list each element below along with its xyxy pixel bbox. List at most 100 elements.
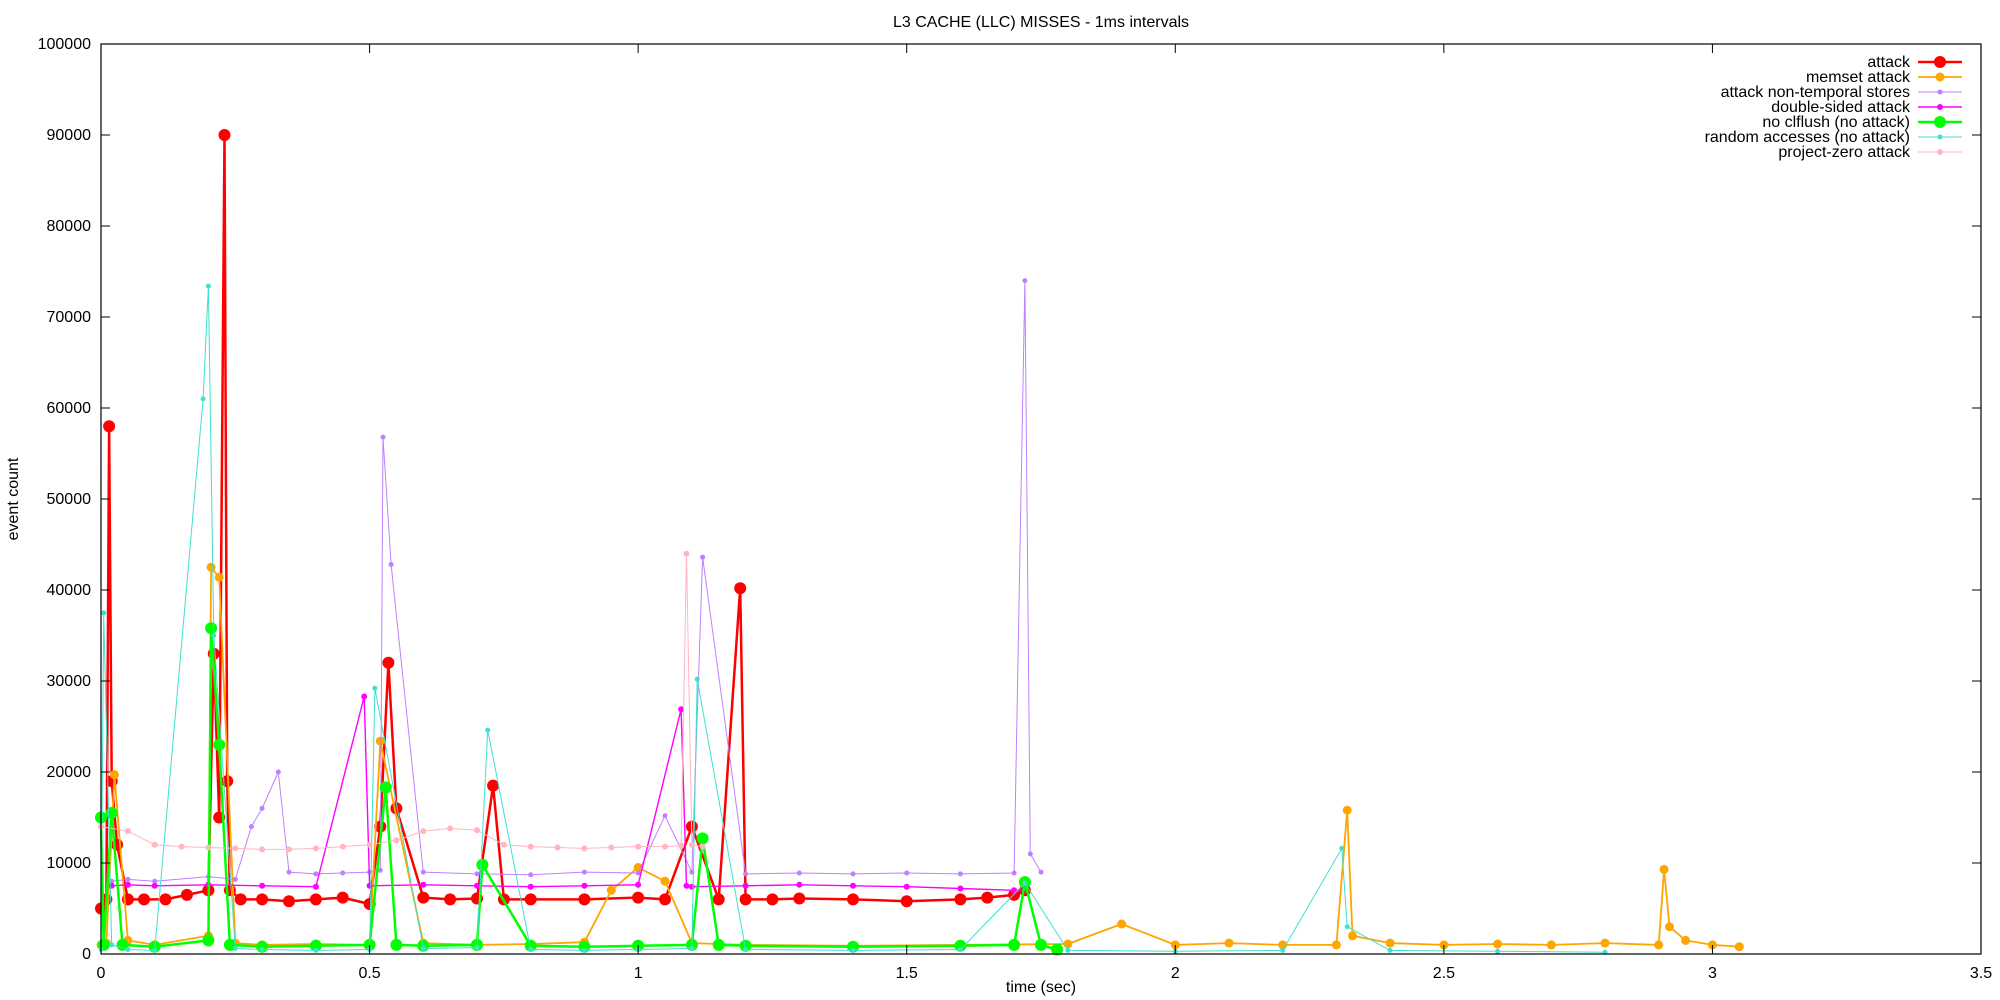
y-tick-label: 10000 <box>47 855 92 872</box>
data-point <box>1224 938 1234 948</box>
data-point <box>1600 938 1610 948</box>
data-point <box>796 881 803 888</box>
x-axis: 0 0.5 1 1.5 2 2.5 3 3.5 <box>97 44 1992 982</box>
data-point <box>696 832 709 845</box>
data-point <box>524 939 537 952</box>
data-point <box>202 934 215 947</box>
legend-marker <box>1934 56 1946 68</box>
data-point <box>734 582 747 595</box>
data-point <box>581 947 587 953</box>
legend-item: project-zero attack <box>1778 144 1962 161</box>
x-tick-label: 3.5 <box>1970 965 1992 982</box>
data-point <box>213 738 226 751</box>
series-3 <box>108 693 1028 894</box>
chart-title: L3 CACHE (LLC) MISSES - 1ms intervals <box>893 14 1189 31</box>
data-point <box>850 871 856 877</box>
data-point <box>659 893 671 906</box>
data-point <box>632 891 645 904</box>
data-point <box>393 837 400 844</box>
data-point <box>743 947 749 952</box>
data-point <box>124 881 131 888</box>
data-point <box>957 947 963 952</box>
data-point <box>382 656 395 669</box>
data-point <box>151 841 158 848</box>
data-point <box>1681 935 1691 945</box>
data-point <box>474 871 480 877</box>
data-point <box>200 396 206 402</box>
data-point <box>662 843 668 850</box>
legend-marker <box>1937 89 1943 95</box>
data-point <box>796 870 802 876</box>
y-tick-label: 20000 <box>47 764 92 781</box>
data-point <box>524 893 537 906</box>
data-point <box>339 843 346 850</box>
data-point <box>847 893 859 906</box>
data-point <box>635 870 641 876</box>
legend-item: attack non-temporal stores <box>1721 84 1962 101</box>
data-point <box>283 895 295 908</box>
data-point <box>1339 845 1345 851</box>
legend-label: random accesses (no attack) <box>1705 129 1910 146</box>
data-point <box>379 781 392 794</box>
data-point <box>109 770 119 780</box>
data-point <box>1065 947 1071 953</box>
data-point <box>390 938 403 951</box>
data-point <box>678 706 685 713</box>
data-point <box>447 825 454 832</box>
legend-item: memset attack <box>1806 69 1962 86</box>
y-tick-label: 90000 <box>47 127 92 144</box>
data-point <box>105 807 118 819</box>
series-6 <box>98 550 706 853</box>
data-point <box>981 891 994 904</box>
data-point <box>683 882 690 889</box>
data-point <box>178 843 185 850</box>
legend-label: no clflush (no attack) <box>1762 114 1910 131</box>
data-point <box>313 871 319 877</box>
data-point <box>1051 943 1064 956</box>
data-point <box>309 939 322 952</box>
data-point <box>312 845 319 852</box>
data-point <box>214 572 224 582</box>
data-point <box>1280 947 1286 953</box>
x-tick-label: 2 <box>1171 965 1180 982</box>
data-point <box>739 893 752 906</box>
data-point <box>366 882 373 889</box>
data-point <box>847 940 859 953</box>
data-point <box>309 893 322 906</box>
data-point <box>1011 887 1018 894</box>
series-2 <box>109 278 1044 884</box>
data-point <box>116 938 129 951</box>
data-point <box>527 843 534 850</box>
data-point <box>766 893 779 906</box>
data-point <box>1035 938 1047 951</box>
data-point <box>372 685 378 691</box>
data-point <box>232 845 239 852</box>
legend-label: attack <box>1867 54 1911 71</box>
data-point <box>528 947 534 952</box>
data-point <box>694 676 700 682</box>
data-point <box>554 844 561 851</box>
legend-label: double-sided attack <box>1771 99 1911 116</box>
data-point <box>578 893 591 906</box>
y-tick-label: 100000 <box>38 36 91 53</box>
data-point <box>660 876 670 886</box>
data-point <box>218 129 231 141</box>
series-line <box>111 280 1042 882</box>
x-tick-label: 0 <box>97 965 106 982</box>
data-point <box>420 828 427 835</box>
data-point <box>578 940 591 953</box>
data-point <box>256 893 269 906</box>
data-point <box>712 893 725 906</box>
data-point <box>125 947 131 952</box>
data-point <box>109 942 115 948</box>
data-point <box>124 828 131 835</box>
data-point <box>608 844 615 851</box>
legend-marker <box>1935 72 1945 82</box>
data-point <box>683 550 690 557</box>
data-point <box>1734 942 1744 952</box>
y-axis: 0 10000 20000 30000 40000 50000 60000 70000 8000… <box>38 36 1981 963</box>
data-point <box>232 876 238 882</box>
data-point <box>850 947 856 953</box>
data-point <box>361 693 368 700</box>
